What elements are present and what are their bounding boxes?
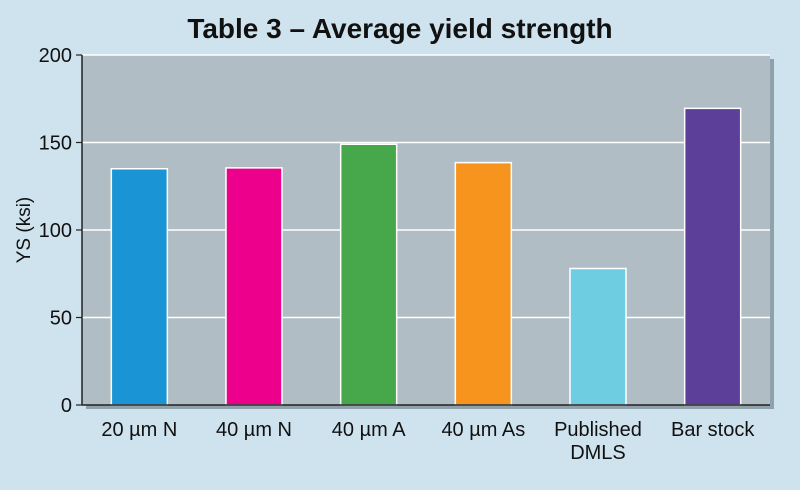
x-tick-label: 40 µm As — [441, 419, 525, 441]
y-tick-labels: 0 50 100 150 200 — [39, 45, 72, 417]
y-axis-label: YS (ksi) — [14, 197, 35, 264]
y-tick-label: 150 — [39, 133, 72, 155]
y-tick-label: 50 — [50, 308, 72, 330]
x-tick-label: 40 µm A — [332, 419, 406, 441]
bar — [110, 168, 169, 406]
x-tick-label: Published DMLS — [554, 419, 642, 464]
bar — [683, 107, 742, 406]
bar — [339, 143, 398, 406]
gridlines — [76, 54, 770, 406]
y-tick-label: 200 — [39, 45, 72, 67]
bars — [110, 107, 742, 406]
axes — [81, 55, 770, 406]
x-tick-label: Bar stock — [671, 419, 755, 441]
chart-title: Table 3 – Average yield strength — [187, 13, 612, 44]
bar — [569, 267, 627, 406]
x-tick-labels: 20 µm N 40 µm N 40 µm A 40 µm As Published DM… — [101, 419, 755, 464]
bar — [454, 161, 513, 406]
bar — [225, 167, 283, 406]
x-tick-label: 40 µm N — [216, 419, 292, 441]
y-tick-label: 100 — [39, 220, 72, 242]
y-tick-label: 0 — [61, 395, 72, 417]
x-tick-label: 20 µm N — [101, 419, 177, 441]
